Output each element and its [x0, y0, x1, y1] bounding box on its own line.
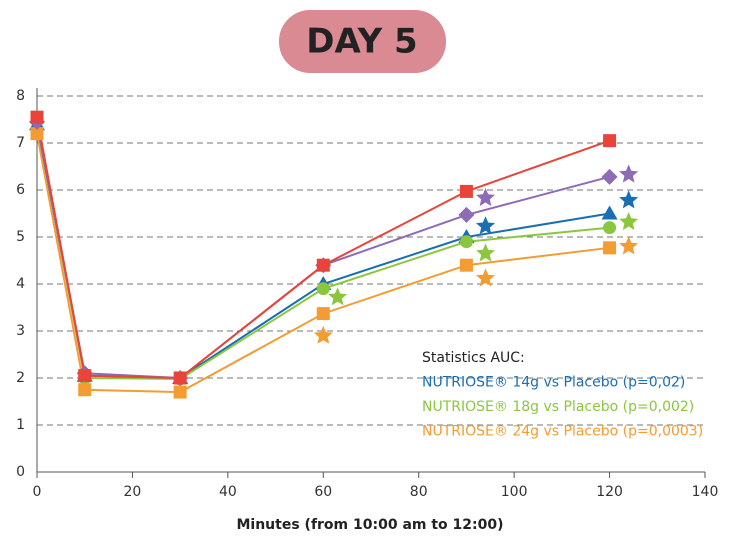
y-tick-label: 4: [16, 276, 25, 292]
y-tick-label: 7: [16, 135, 25, 151]
x-tick-label: 60: [314, 484, 332, 500]
x-tick-label: 0: [33, 484, 42, 500]
point: [459, 235, 473, 249]
point: [459, 258, 473, 272]
x-tick-label: 80: [410, 484, 428, 500]
point: [30, 110, 44, 124]
annotation: NUTRIOSE® 14g vs Placebo (p=0,02): [422, 375, 685, 391]
point: [78, 369, 92, 383]
point: [173, 385, 187, 399]
y-tick-label: 6: [16, 182, 25, 198]
star: [313, 325, 333, 344]
x-tick-label: 120: [596, 484, 623, 500]
point: [78, 383, 92, 397]
point: [316, 282, 330, 296]
annotation: Statistics AUC:: [422, 350, 525, 366]
point: [458, 206, 475, 223]
y-tick-label: 5: [16, 229, 25, 245]
title-pill: [279, 10, 446, 73]
y-tick-label: 3: [16, 323, 25, 339]
star: [619, 212, 639, 231]
star: [476, 216, 495, 235]
annotation: NUTRIOSE® 24g vs Placebo (p=0,0003): [422, 424, 703, 440]
y-tick-label: 0: [16, 464, 25, 480]
point: [173, 371, 187, 385]
x-tick-label: 20: [124, 484, 142, 500]
x-tick-label: 40: [219, 484, 237, 500]
point: [316, 307, 330, 321]
star: [619, 236, 639, 255]
y-tick-label: 1: [16, 417, 25, 433]
point: [603, 241, 617, 255]
x-axis-label: Minutes (from 10:00 am to 12:00): [236, 517, 503, 533]
point: [30, 127, 44, 141]
x-tick-label: 140: [692, 484, 719, 500]
point: [603, 134, 617, 148]
y-tick-label: 8: [16, 88, 25, 104]
star: [619, 190, 639, 209]
star: [476, 268, 495, 287]
x-tick-label: 100: [501, 484, 528, 500]
point: [316, 258, 330, 272]
star: [476, 188, 495, 207]
annotation: NUTRIOSE® 18g vs Placebo (p=0,002): [422, 399, 694, 415]
point: [603, 221, 617, 235]
series-line: [36, 116, 610, 380]
y-tick-label: 2: [16, 370, 25, 386]
chart-title: DAY 5: [306, 22, 417, 62]
star: [619, 164, 639, 183]
point: [601, 205, 618, 220]
series-line: [36, 133, 610, 394]
star: [328, 287, 348, 306]
point: [601, 168, 618, 185]
point: [459, 184, 473, 198]
star: [476, 243, 495, 262]
